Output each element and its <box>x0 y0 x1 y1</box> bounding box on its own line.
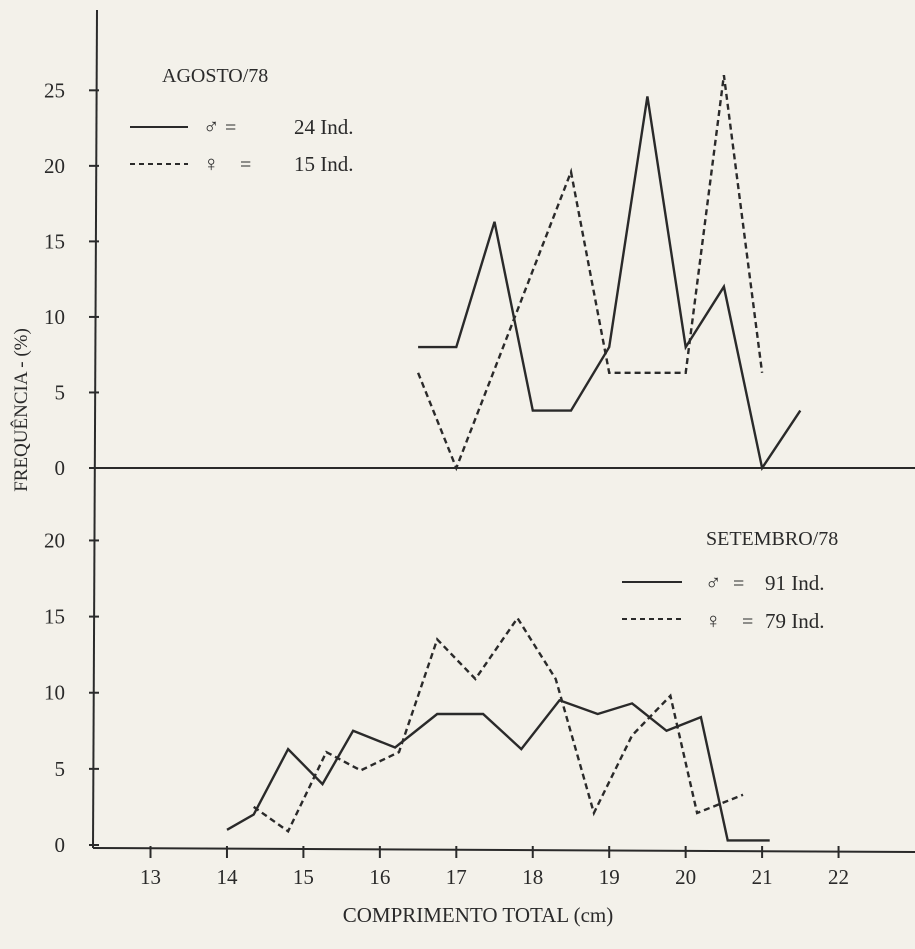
bottom-y-tick-label-10: 10 <box>44 681 65 705</box>
x-tick-label-15: 15 <box>293 865 314 889</box>
x-tick-label-18: 18 <box>522 865 543 889</box>
top-y-tick-label-25: 25 <box>44 78 65 102</box>
legend-female-symbol: ♀ <box>203 151 220 176</box>
series-layer <box>227 75 800 840</box>
x-tick-label-22: 22 <box>828 865 849 889</box>
x-tick-label-21: 21 <box>752 865 773 889</box>
x-tick-label-20: 20 <box>675 865 696 889</box>
top-series-female-line <box>418 75 762 468</box>
bottom-y-tick-label-0: 0 <box>55 833 66 857</box>
legend-male-symbol: ♂ <box>203 114 220 139</box>
y-axis-title: FREQUÊNCIA - (%) <box>10 328 32 492</box>
bottom-series-female-line <box>254 618 743 831</box>
x-tick-label-16: 16 <box>369 865 390 889</box>
bottom-series-male-line <box>227 700 770 840</box>
legend-female-count: 15 Ind. <box>294 152 354 176</box>
legend-male-symbol-bottom: ♂ <box>705 570 722 595</box>
top-series-male-line <box>418 96 800 468</box>
legend-male-eq-bottom: = <box>733 573 744 595</box>
x-tick-label-13: 13 <box>140 865 161 889</box>
legend-female-eq-bottom: = <box>742 611 753 633</box>
legend-male-count-bottom: 91 Ind. <box>765 571 825 595</box>
text-layer: FREQUÊNCIA - (%) COMPRIMENTO TOTAL (cm) … <box>10 65 838 927</box>
legend-male-eq: = <box>225 117 236 139</box>
top-y-tick-label-5: 5 <box>55 380 66 404</box>
bottom-y-tick-label-5: 5 <box>55 757 66 781</box>
bottom-panel-title: SETEMBRO/78 <box>706 528 838 550</box>
top-y-tick-label-0: 0 <box>55 456 66 480</box>
y-axis-line <box>93 10 97 848</box>
top-panel-title: AGOSTO/78 <box>162 65 268 87</box>
x-axis-title: COMPRIMENTO TOTAL (cm) <box>343 903 614 927</box>
legend-female-count-bottom: 79 Ind. <box>765 609 825 633</box>
legend-male-count: 24 Ind. <box>294 115 354 139</box>
top-y-tick-label-10: 10 <box>44 305 65 329</box>
bottom-y-tick-label-20: 20 <box>44 528 65 552</box>
x-axis-line <box>93 848 915 852</box>
x-tick-label-14: 14 <box>216 865 238 889</box>
legend-female-symbol-bottom: ♀ <box>705 608 722 633</box>
bottom-y-tick-label-15: 15 <box>44 605 65 629</box>
x-tick-label-17: 17 <box>446 865 467 889</box>
axes-layer: 0 5 10 15 20 25 0 5 10 15 20 13 14 15 16 17 18 19 20 21 22 <box>44 10 915 889</box>
x-tick-label-19: 19 <box>599 865 620 889</box>
top-y-tick-label-20: 20 <box>44 154 65 178</box>
top-y-tick-label-15: 15 <box>44 229 65 253</box>
legend-female-eq: = <box>240 154 251 176</box>
